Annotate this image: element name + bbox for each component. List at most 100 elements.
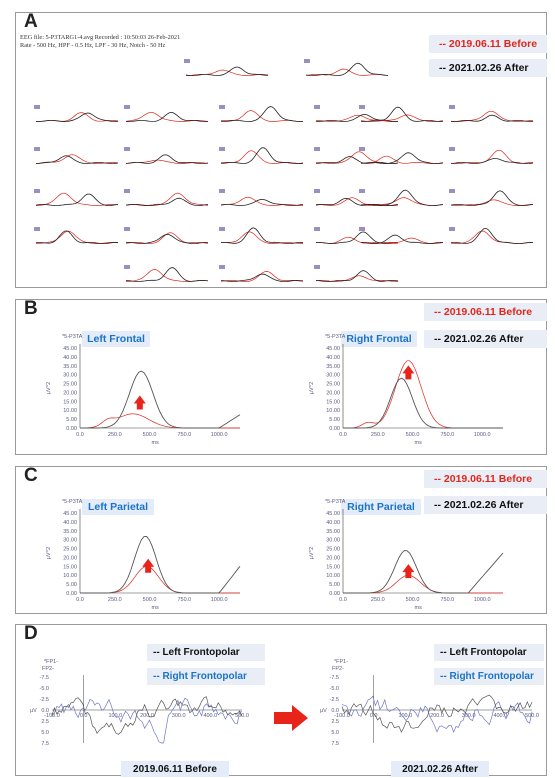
channel-label: *5-P3TA (325, 499, 346, 505)
y-tick-label: 5.0 (41, 730, 49, 736)
electrode-label-mark (359, 147, 365, 151)
trace-after (315, 231, 399, 244)
y-tick-label: 5.00 (66, 417, 77, 423)
trace-right-frontopolar (51, 697, 243, 744)
electrode-label-mark (219, 147, 225, 151)
trace-after (80, 370, 241, 429)
x-tick-label: 1000.0 (474, 432, 491, 438)
y-tick-label: 15.00 (326, 564, 340, 570)
y-tick-label: 45.00 (326, 511, 340, 517)
electrode-label-mark (124, 227, 130, 231)
trace-after (360, 152, 444, 165)
x-tick-label: 250.0 (371, 432, 385, 438)
x-tick-label: 500.0 (406, 432, 420, 438)
x-axis-label: ms (152, 440, 160, 446)
y-tick-label: -7.5 (330, 675, 339, 681)
x-tick-label: 0.0 (80, 713, 88, 719)
trace-before (220, 150, 303, 164)
electrode-label-mark (314, 265, 320, 269)
channel-label: *5-P3TA (62, 499, 83, 505)
y-tick-label: -2.5 (330, 697, 339, 703)
x-tick-label: 1000.0 (211, 597, 228, 603)
x-axis-label: ms (415, 605, 423, 611)
chart-frontopolar-after: *FP1-FP2- -7.5 -5.0 -2.5 0.0 2.5 5.0 7.5 µV -100.… (320, 659, 539, 747)
y-tick-label: 7.5 (41, 741, 49, 747)
x-tick-label: 300.0 (462, 713, 476, 719)
y-tick-label: 20.00 (326, 390, 340, 396)
x-tick-label: 500.0 (525, 713, 539, 719)
y-tick-label: 5.00 (329, 582, 340, 588)
trace-after (35, 112, 119, 123)
y-tick-label: 25.00 (63, 382, 77, 388)
trace-left-frontopolar (341, 694, 533, 733)
y-tick-label: -7.5 (40, 675, 49, 681)
trace-before (450, 149, 534, 164)
x-tick-label: 300.0 (172, 713, 186, 719)
trace-before (316, 151, 399, 164)
chart-frontopolar-before: *FP1-FP2--7.5-5.0-2.50.02.55.07.5µV-100.… (30, 659, 249, 747)
y-axis-label: µV (320, 708, 327, 714)
trace-after (315, 156, 399, 165)
up-arrow-icon (133, 395, 146, 410)
electrode-label-mark (34, 105, 40, 109)
trace-right-frontopolar (341, 695, 533, 734)
trace-after (360, 189, 444, 207)
trace-before (80, 413, 240, 429)
y-tick-label: 25.00 (63, 547, 77, 553)
fp2-label: FP2- (42, 666, 54, 672)
trace-before (343, 360, 503, 429)
panel-a-legend-after: -- 2021.02.26 After (429, 59, 547, 77)
y-tick-label: 30.00 (63, 538, 77, 544)
right-arrow-icon (274, 705, 308, 731)
trace-after (220, 198, 304, 207)
y-tick-label: 30.00 (63, 373, 77, 379)
panel-d-legend-right-after: -- Right Frontopolar (434, 668, 544, 685)
panel-b-legend-before: -- 2019.06.11 Before (424, 303, 547, 321)
chart-right-parietal: *5-P3TA 45.00 40.00 35.00 30.00 25.00 20.00 15.… (309, 499, 504, 611)
trace-before (35, 192, 119, 206)
x-tick-label: 200.0 (140, 713, 154, 719)
panel-b-legend-after: -- 2021.02.26 After (424, 330, 547, 348)
x-tick-label: 250.0 (371, 597, 385, 603)
y-tick-label: 30.00 (326, 538, 340, 544)
panel-c-label: C (24, 465, 38, 486)
y-axis-label: µV (30, 708, 37, 714)
y-tick-label: 10.00 (63, 573, 77, 579)
y-tick-label: 20.00 (326, 555, 340, 561)
electrode-label-mark (314, 147, 320, 151)
x-tick-label: -100.0 (334, 713, 350, 719)
electrode-label-mark (449, 105, 455, 109)
electrode-label-mark (449, 147, 455, 151)
y-tick-label: 40.00 (63, 355, 77, 361)
trace-after (305, 62, 389, 77)
y-tick-label: 25.00 (326, 547, 340, 553)
y-axis-label: µV^2 (46, 547, 52, 559)
panel-a-label: A (24, 11, 38, 32)
trace-before (220, 231, 303, 244)
x-axis-label: ms (415, 440, 423, 446)
trace-after (220, 106, 304, 123)
y-tick-label: 25.00 (326, 382, 340, 388)
y-tick-label: 40.00 (326, 355, 340, 361)
y-tick-label: 45.00 (63, 511, 77, 517)
electrode-label-mark (124, 265, 130, 269)
y-tick-label: 0.00 (66, 591, 77, 597)
y-tick-label: 20.00 (63, 390, 77, 396)
x-tick-label: 1000.0 (211, 432, 228, 438)
y-axis-label: µV^2 (309, 547, 315, 559)
y-tick-label: 20.00 (63, 555, 77, 561)
x-tick-label: 200.0 (430, 713, 444, 719)
up-arrow-icon (402, 365, 415, 380)
panel-d-legend-left-after: -- Left Frontopolar (434, 644, 544, 661)
panel-d-label: D (24, 623, 38, 644)
legend-right-frontopolar-text: -- Right Frontopolar (153, 671, 247, 682)
x-tick-label: 250.0 (108, 597, 122, 603)
trace-before (220, 196, 303, 206)
y-tick-label: 40.00 (326, 520, 340, 526)
caption-after: 2021.02.26 After (391, 761, 489, 777)
y-tick-label: -5.0 (40, 686, 49, 692)
fp2-label: FP2- (332, 666, 344, 672)
legend-left-frontopolar-text: -- Left Frontopolar (153, 647, 240, 658)
trace-after (450, 227, 534, 245)
trace-after (315, 270, 399, 282)
